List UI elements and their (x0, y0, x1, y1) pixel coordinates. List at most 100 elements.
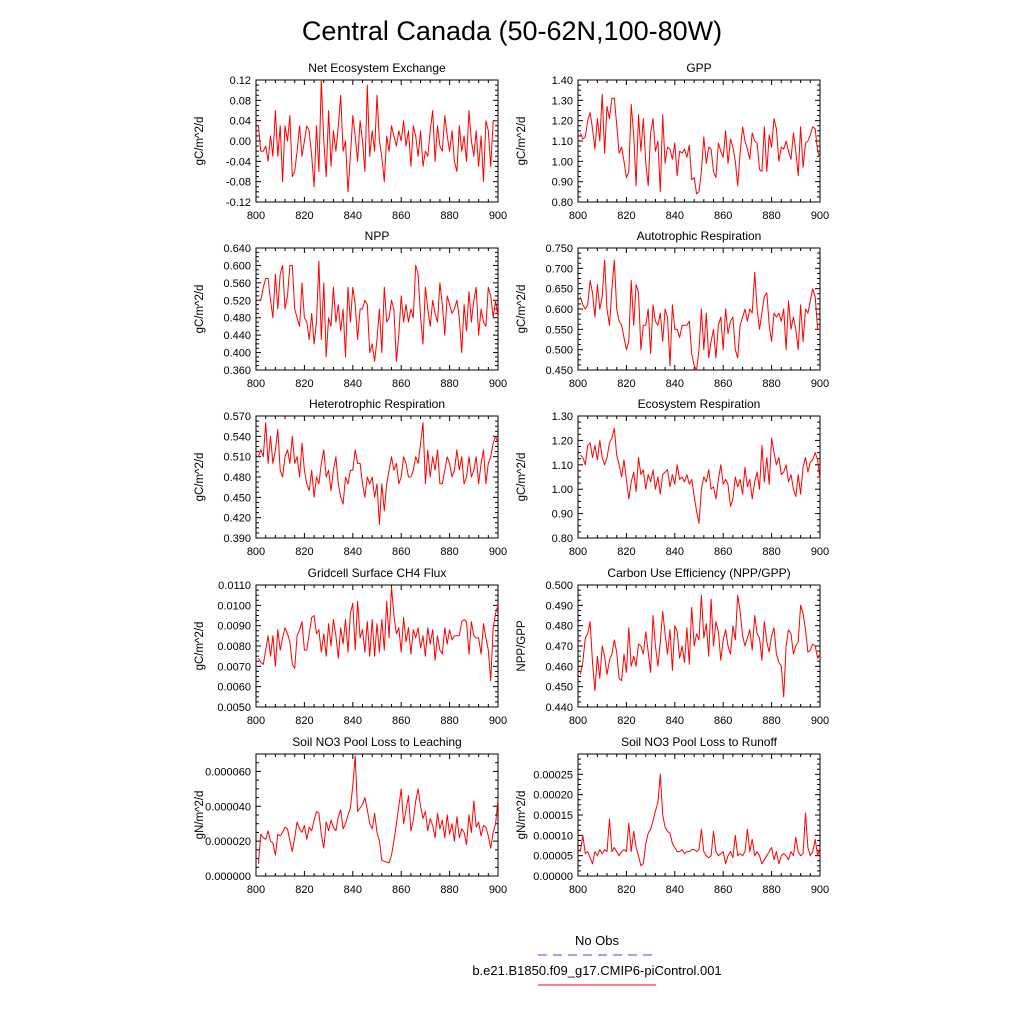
panel-title: Gridcell Surface CH4 Flux (308, 566, 447, 580)
y-tick-label: 0.00 (230, 136, 251, 148)
x-tick-label: 900 (489, 210, 507, 222)
y-tick-label: 0.450 (545, 365, 573, 377)
y-tick-label: 0.510 (223, 452, 251, 464)
panel-grid: Net Ecosystem Exchange gC/m^2/d 800 820 840 8… (194, 61, 829, 896)
panel-autotrophic-respiration: Autotrophic Respiration gC/m^2/d 800 820 840… (516, 229, 829, 390)
x-tick-label: 800 (247, 378, 265, 390)
series-line-b-e21-b1850-f09-g17-cmip6-picontrol-001 (257, 79, 498, 193)
legend-label-no-obs: No Obs (575, 933, 620, 948)
x-tick-label: 900 (489, 378, 507, 390)
x-tick-label: 880 (762, 546, 780, 558)
y-tick-label: 0.000020 (205, 836, 251, 848)
y-tick-label: 0.570 (223, 411, 251, 423)
panel-gpp: GPP gC/m^2/d 800 820 840 860 880 900 0.80 0.90 1.0… (516, 61, 829, 222)
x-tick-label: 820 (617, 884, 635, 896)
y-tick-label: 0.0110 (218, 580, 251, 592)
series-line-b-e21-b1850-f09-g17-cmip6-picontrol-001 (258, 260, 499, 362)
y-axis-label: gN/m^2/d (516, 791, 528, 840)
y-tick-label: 0.440 (223, 330, 251, 342)
y-tick-label: -0.12 (226, 197, 251, 209)
x-tick-label: 860 (392, 884, 410, 896)
x-tick-label: 880 (762, 715, 780, 727)
panel-title: NPP (365, 229, 390, 243)
y-tick-label: 1.00 (552, 156, 573, 168)
plot-frame (255, 584, 499, 708)
series-line-b-e21-b1850-f09-g17-cmip6-picontrol-001 (579, 594, 821, 698)
y-tick-label: -0.08 (226, 177, 251, 189)
panel-title: Carbon Use Efficiency (NPP/GPP) (607, 566, 790, 580)
x-tick-label: 900 (489, 715, 507, 727)
x-tick-label: 820 (295, 546, 313, 558)
y-tick-label: 0.0060 (217, 682, 251, 694)
x-tick-label: 860 (714, 884, 732, 896)
x-tick-label: 860 (392, 378, 410, 390)
y-tick-label: 0.04 (230, 116, 251, 128)
x-tick-label: 800 (247, 210, 265, 222)
x-tick-label: 820 (617, 715, 635, 727)
plot-frame (255, 753, 499, 877)
y-tick-label: 0.560 (223, 278, 251, 290)
x-tick-label: 840 (344, 884, 362, 896)
y-axis-label: gN/m^2/d (194, 791, 206, 840)
y-axis-label: gC/m^2/d (194, 285, 206, 334)
x-tick-label: 880 (440, 378, 458, 390)
y-tick-label: 0.420 (223, 513, 251, 525)
y-tick-label: 0.700 (545, 263, 573, 275)
panel-title: Heterotrophic Respiration (309, 397, 445, 411)
x-tick-label: 840 (666, 884, 684, 896)
x-tick-label: 840 (344, 210, 362, 222)
x-tick-label: 860 (714, 210, 732, 222)
y-tick-label: 1.00 (552, 484, 573, 496)
x-tick-label: 800 (569, 884, 587, 896)
x-tick-label: 880 (762, 378, 780, 390)
panel-heterotrophic-respiration: Heterotrophic Respiration gC/m^2/d 800 820 8… (194, 397, 507, 558)
x-tick-label: 820 (295, 210, 313, 222)
y-tick-label: 0.0100 (217, 600, 251, 612)
y-tick-label: 0.460 (545, 661, 573, 673)
series-line-b-e21-b1850-f09-g17-cmip6-picontrol-001 (580, 427, 821, 524)
y-tick-label: 0.450 (223, 492, 251, 504)
y-tick-label: 0.0080 (217, 641, 251, 653)
y-tick-label: 0.360 (223, 365, 251, 377)
panel-ecosystem-respiration: Ecosystem Respiration gC/m^2/d 800 820 840 86… (516, 397, 829, 558)
y-tick-label: 0.520 (223, 295, 251, 307)
y-axis-label: gC/m^2/d (516, 453, 528, 502)
y-tick-label: 1.10 (552, 460, 573, 472)
x-tick-label: 880 (762, 884, 780, 896)
y-tick-label: 0.480 (223, 472, 251, 484)
y-tick-label: 1.20 (552, 116, 573, 128)
legend: No Obs b.e21.B1850.f09_g17.CMIP6-piContr… (472, 933, 722, 986)
x-tick-label: 900 (811, 210, 829, 222)
x-tick-label: 900 (489, 546, 507, 558)
y-tick-label: 0.640 (223, 243, 251, 255)
x-tick-label: 840 (666, 715, 684, 727)
y-axis-label: gC/m^2/d (194, 453, 206, 502)
x-tick-label: 880 (440, 884, 458, 896)
y-tick-label: 0.00020 (533, 790, 573, 802)
x-tick-label: 880 (440, 715, 458, 727)
y-tick-label: 0.750 (545, 243, 573, 255)
x-tick-label: 840 (344, 546, 362, 558)
x-tick-label: 840 (344, 378, 362, 390)
y-axis-label: NPP/GPP (516, 620, 528, 671)
panel-soil-no3-pool-loss-to-leaching: Soil NO3 Pool Loss to Leaching gN/m^2/d 80… (194, 735, 507, 896)
y-tick-label: 1.30 (552, 95, 573, 107)
x-tick-label: 800 (569, 546, 587, 558)
y-tick-label: 0.000040 (205, 801, 251, 813)
x-tick-label: 840 (666, 378, 684, 390)
y-axis-label: gC/m^2/d (516, 285, 528, 334)
y-tick-label: 0.440 (545, 702, 573, 714)
series-line-b-e21-b1850-f09-g17-cmip6-picontrol-001 (257, 755, 499, 864)
plot-frame (255, 415, 499, 539)
y-tick-label: 0.550 (545, 324, 573, 336)
x-tick-label: 900 (811, 884, 829, 896)
x-tick-label: 820 (617, 546, 635, 558)
y-tick-label: 0.08 (230, 95, 251, 107)
y-axis-label: gC/m^2/d (194, 622, 206, 671)
x-tick-label: 880 (762, 210, 780, 222)
y-tick-label: 0.470 (545, 641, 573, 653)
y-tick-label: 0.00010 (533, 830, 573, 842)
x-tick-label: 800 (569, 210, 587, 222)
y-tick-label: 1.20 (552, 435, 573, 447)
